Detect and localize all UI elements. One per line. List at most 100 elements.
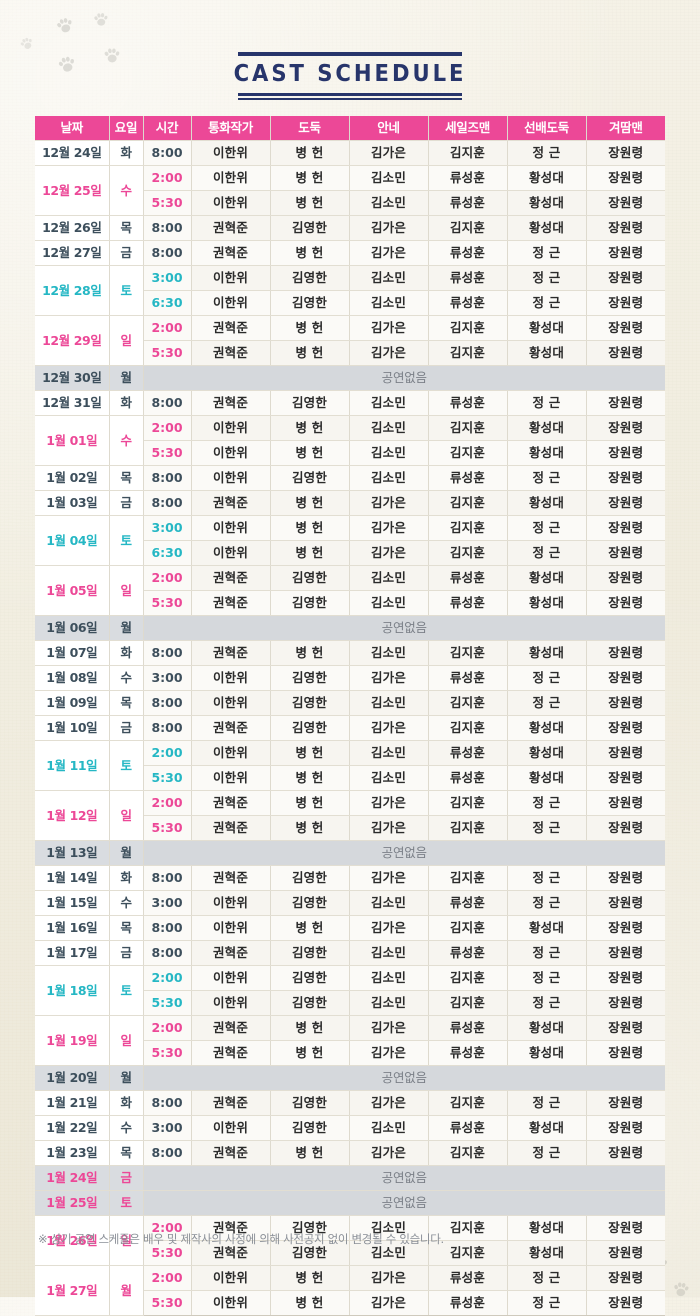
cell-cast-2: 김소민 bbox=[349, 565, 429, 591]
schedule-footnote: ※ 상기 공연 스케줄은 배우 및 제작사의 사정에 의해 사전공지 없이 변경… bbox=[38, 1232, 444, 1246]
cell-cast-3: 김지훈 bbox=[428, 415, 508, 441]
cell-cast-2: 김소민 bbox=[349, 765, 429, 791]
table-row: 1월 03일 금 8:00 권혁준 병 헌 김가은 김지훈 황성대 장원령 bbox=[35, 490, 665, 516]
cell-cast-2: 김소민 bbox=[349, 415, 429, 441]
cell-cast-2: 김가은 bbox=[349, 540, 429, 566]
cell-showtime: 2:00 bbox=[143, 415, 192, 441]
cell-cast-1: 병 헌 bbox=[270, 1265, 350, 1291]
table-header: 날짜 요일 시간 통화작가 도둑 안네 세일즈맨 선배도둑 겨땀맨 bbox=[35, 116, 665, 141]
cell-cast-2: 김가은 bbox=[349, 865, 429, 891]
cell-cast-2: 김소민 bbox=[349, 465, 429, 491]
table-row: 1월 25일 토 공연없음 bbox=[35, 1190, 665, 1216]
cell-cast-0: 권혁준 bbox=[191, 815, 271, 841]
cell-cast-5: 장원령 bbox=[586, 465, 665, 491]
cell-cast-3: 김지훈 bbox=[428, 965, 508, 991]
cell-date: 12월 25일 bbox=[35, 165, 110, 216]
cell-cast-2: 김소민 bbox=[349, 1240, 429, 1266]
cell-cast-5: 장원령 bbox=[586, 390, 665, 416]
cell-cast-1: 김영한 bbox=[270, 890, 350, 916]
cell-cast-2: 김소민 bbox=[349, 640, 429, 666]
cell-cast-5: 장원령 bbox=[586, 165, 665, 191]
cell-cast-1: 병 헌 bbox=[270, 315, 350, 341]
cell-date: 1월 20일 bbox=[35, 1065, 110, 1091]
cell-no-performance: 공연없음 bbox=[143, 840, 665, 866]
cell-no-performance: 공연없음 bbox=[143, 1165, 665, 1191]
cell-cast-2: 김소민 bbox=[349, 290, 429, 316]
cell-cast-3: 류성훈 bbox=[428, 190, 508, 216]
cell-date: 1월 01일 bbox=[35, 415, 110, 466]
cell-cast-2: 김소민 bbox=[349, 440, 429, 466]
cell-cast-4: 정 근 bbox=[507, 665, 587, 691]
cell-cast-5: 장원령 bbox=[586, 765, 665, 791]
cell-day-of-week: 화 bbox=[109, 1090, 144, 1116]
cell-cast-4: 황성대 bbox=[507, 640, 587, 666]
cell-cast-2: 김가은 bbox=[349, 1040, 429, 1066]
cell-day-of-week: 수 bbox=[109, 665, 144, 691]
table-row: 1월 12일 일 2:00 권혁준 병 헌 김가은 김지훈 정 근 장원령 bbox=[35, 790, 665, 841]
cell-cast-5: 장원령 bbox=[586, 590, 665, 616]
cell-showtime: 5:30 bbox=[143, 590, 192, 616]
cell-showtime: 8:00 bbox=[143, 940, 192, 966]
cell-cast-3: 김지훈 bbox=[428, 815, 508, 841]
cell-day-of-week: 일 bbox=[109, 565, 144, 616]
column-header-8: 겨땀맨 bbox=[586, 116, 665, 141]
cell-cast-1: 김영한 bbox=[270, 565, 350, 591]
cell-cast-1: 김영한 bbox=[270, 465, 350, 491]
table-row: 1월 20일 월 공연없음 bbox=[35, 1065, 665, 1091]
cell-cast-2: 김가은 bbox=[349, 240, 429, 266]
cell-cast-1: 병 헌 bbox=[270, 1140, 350, 1166]
cell-cast-4: 황성대 bbox=[507, 490, 587, 516]
cell-cast-4: 정 근 bbox=[507, 140, 587, 166]
cell-cast-1: 김영한 bbox=[270, 390, 350, 416]
cell-cast-1: 김영한 bbox=[270, 1240, 350, 1266]
cell-cast-1: 김영한 bbox=[270, 265, 350, 291]
table-row: 5:30 권혁준 병 헌 김가은 김지훈 정 근 장원령 bbox=[35, 815, 665, 841]
cell-date: 1월 21일 bbox=[35, 1090, 110, 1116]
table-row: 1월 27일 월 2:00 이한위 병 헌 김가은 류성훈 정 근 장원령 bbox=[35, 1265, 665, 1316]
cell-cast-0: 권혁준 bbox=[191, 1215, 271, 1241]
cell-showtime: 6:30 bbox=[143, 540, 192, 566]
cell-cast-1: 병 헌 bbox=[270, 1040, 350, 1066]
cell-date: 1월 08일 bbox=[35, 665, 110, 691]
cell-showtime: 5:30 bbox=[143, 190, 192, 216]
cell-cast-3: 류성훈 bbox=[428, 240, 508, 266]
cell-date: 1월 26일 bbox=[35, 1215, 110, 1266]
cell-cast-2: 김가은 bbox=[349, 915, 429, 941]
cell-cast-0: 이한위 bbox=[191, 740, 271, 766]
cell-cast-1: 병 헌 bbox=[270, 490, 350, 516]
cell-cast-5: 장원령 bbox=[586, 815, 665, 841]
cell-date: 1월 11일 bbox=[35, 740, 110, 791]
cell-cast-4: 정 근 bbox=[507, 790, 587, 816]
cast-schedule-table: 날짜 요일 시간 통화작가 도둑 안네 세일즈맨 선배도둑 겨땀맨 12월 24일 화 8:00 이한… bbox=[35, 116, 665, 1316]
cell-showtime: 2:00 bbox=[143, 315, 192, 341]
page-title-block: CAST SCHEDULE bbox=[0, 52, 700, 100]
table-row: 12월 29일 일 2:00 권혁준 병 헌 김가은 김지훈 황성대 장원령 bbox=[35, 315, 665, 366]
cell-cast-2: 김소민 bbox=[349, 965, 429, 991]
cell-cast-5: 장원령 bbox=[586, 665, 665, 691]
cell-date: 1월 05일 bbox=[35, 565, 110, 616]
cell-cast-2: 김소민 bbox=[349, 165, 429, 191]
cell-showtime: 8:00 bbox=[143, 1140, 192, 1166]
cell-showtime: 5:30 bbox=[143, 765, 192, 791]
cell-cast-5: 장원령 bbox=[586, 140, 665, 166]
cell-cast-1: 병 헌 bbox=[270, 815, 350, 841]
table-row: 1월 11일 토 2:00 이한위 병 헌 김소민 류성훈 황성대 장원령 bbox=[35, 740, 665, 791]
cell-cast-1: 병 헌 bbox=[270, 140, 350, 166]
cell-day-of-week: 목 bbox=[109, 690, 144, 716]
cell-cast-1: 병 헌 bbox=[270, 1015, 350, 1041]
cell-cast-1: 병 헌 bbox=[270, 165, 350, 191]
table-row: 1월 24일 금 공연없음 bbox=[35, 1165, 665, 1191]
cell-cast-0: 이한위 bbox=[191, 965, 271, 991]
cell-day-of-week: 화 bbox=[109, 640, 144, 666]
cell-cast-2: 김가은 bbox=[349, 790, 429, 816]
cell-day-of-week: 목 bbox=[109, 215, 144, 241]
column-header-1: 요일 bbox=[109, 116, 144, 141]
cell-cast-2: 김소민 bbox=[349, 890, 429, 916]
cell-cast-3: 김지훈 bbox=[428, 315, 508, 341]
cell-date: 1월 02일 bbox=[35, 465, 110, 491]
cell-cast-0: 이한위 bbox=[191, 765, 271, 791]
cell-cast-2: 김소민 bbox=[349, 1115, 429, 1141]
title-rule-bottom bbox=[238, 93, 462, 100]
table-row: 5:30 이한위 병 헌 김소민 김지훈 황성대 장원령 bbox=[35, 440, 665, 466]
cell-cast-4: 황성대 bbox=[507, 740, 587, 766]
